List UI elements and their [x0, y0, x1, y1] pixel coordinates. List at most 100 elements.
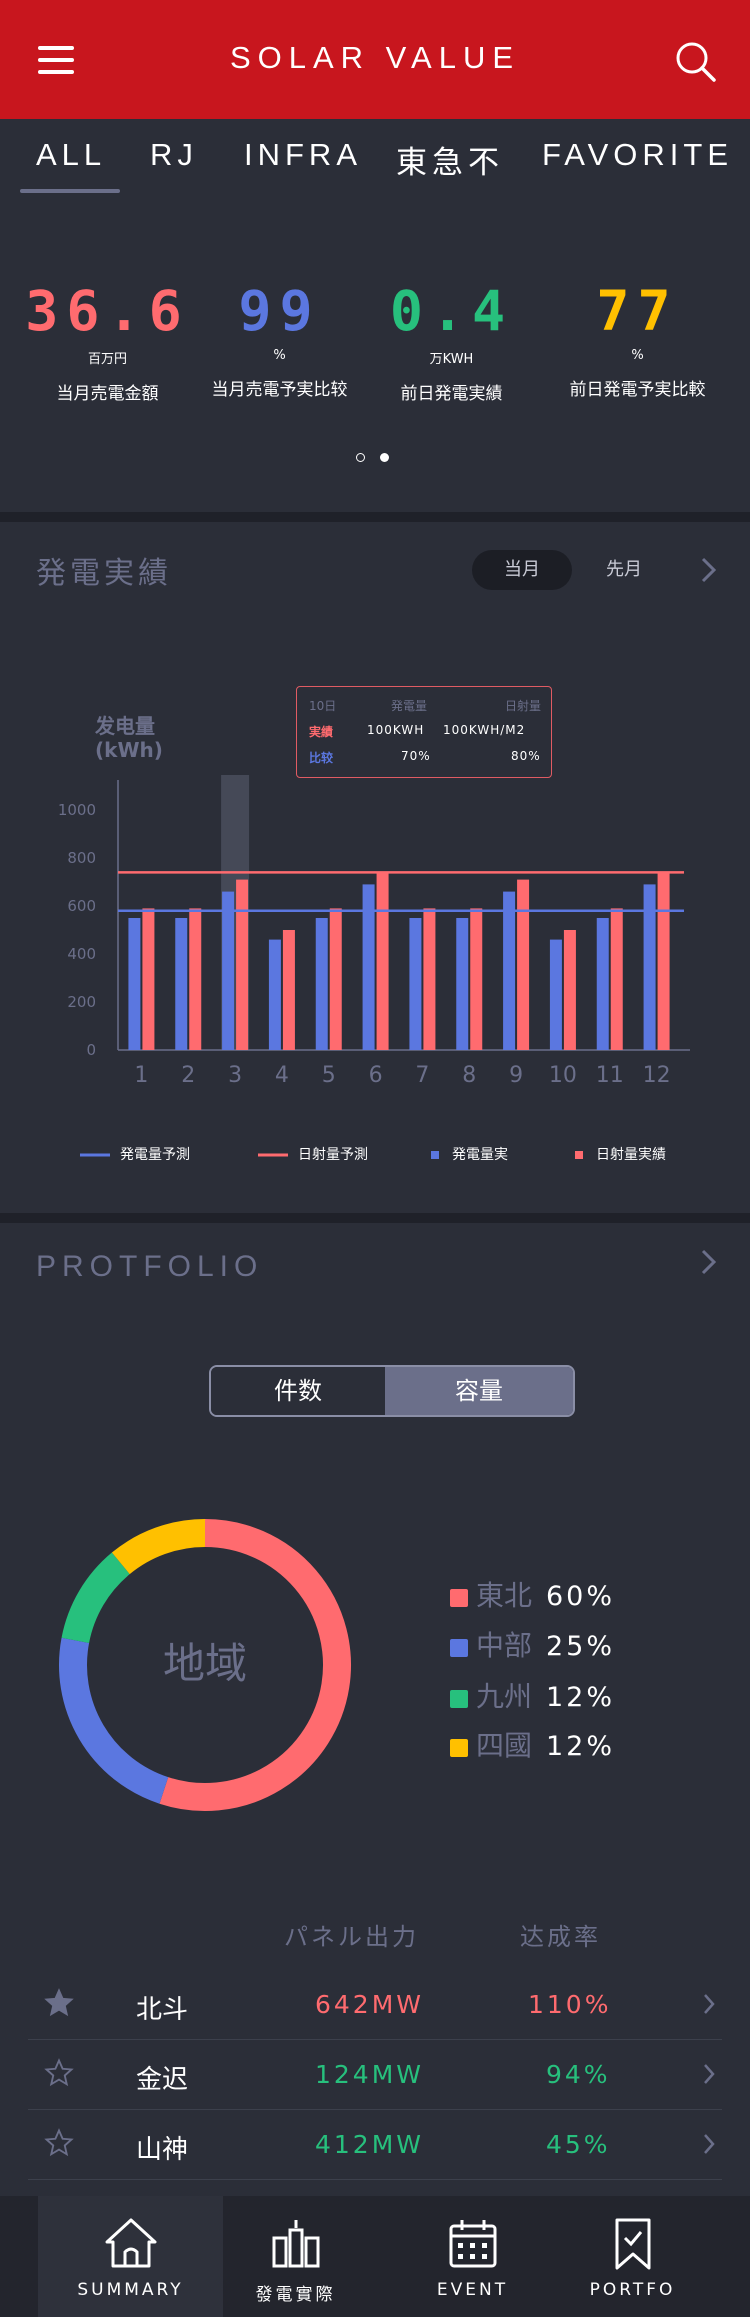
- pager-dot-1[interactable]: [356, 453, 365, 462]
- period-previous-button[interactable]: 先月: [606, 559, 642, 580]
- bar-generation[interactable]: [456, 918, 469, 1050]
- bar-generation[interactable]: [596, 918, 609, 1050]
- table-row[interactable]: 北斗 642MW 110%: [28, 1970, 722, 2040]
- stat-yesterday-ratio[interactable]: 77 % 前日発電予実比較: [550, 280, 725, 400]
- nav-generation[interactable]: 發電實際: [203, 2196, 388, 2317]
- search-icon[interactable]: [674, 40, 718, 84]
- bar-irradiance[interactable]: [517, 879, 530, 1050]
- bar-generation[interactable]: [409, 918, 422, 1050]
- bar-irradiance[interactable]: [189, 908, 202, 1050]
- toggle-count[interactable]: 件数: [211, 1367, 385, 1415]
- y-tick-label: 400: [67, 945, 96, 963]
- bar-generation[interactable]: [128, 918, 141, 1050]
- bar-generation[interactable]: [268, 939, 281, 1050]
- bar-generation[interactable]: [222, 891, 235, 1050]
- donut-slice[interactable]: [159, 1519, 351, 1811]
- legend-irradiance-actual[interactable]: 日射量実績: [574, 1144, 666, 1164]
- hamburger-menu-icon[interactable]: [38, 46, 74, 74]
- nav-portfolio[interactable]: PORTFO: [540, 2196, 725, 2317]
- x-tick-label: 3: [228, 1063, 242, 1088]
- x-tick-label: 1: [134, 1063, 148, 1088]
- bar-irradiance[interactable]: [142, 908, 155, 1050]
- chevron-right-icon[interactable]: [702, 1992, 716, 2020]
- pager-dot-2[interactable]: [380, 453, 389, 462]
- nav-summary[interactable]: SUMMARY: [38, 2196, 223, 2317]
- region-name: 四國: [476, 1729, 533, 1762]
- bar-generation[interactable]: [315, 918, 328, 1050]
- legend-irradiance-forecast[interactable]: 日射量予測: [258, 1144, 368, 1164]
- bar-generation[interactable]: [643, 884, 656, 1050]
- legend-generation-forecast[interactable]: 発電量予測: [80, 1144, 190, 1164]
- region-pct: 60%: [546, 1581, 616, 1612]
- column-header-achievement: 达成率: [520, 1923, 601, 1951]
- nav-event[interactable]: EVENT: [380, 2196, 565, 2317]
- y-tick-label: 200: [67, 993, 96, 1011]
- tab-all[interactable]: ALL: [36, 137, 107, 172]
- region-donut-chart: 地域: [59, 1519, 351, 1811]
- tooltip-col2: 日射量: [505, 699, 542, 713]
- stat-monthly-ratio[interactable]: 99 % 当月売電予実比较: [192, 280, 367, 400]
- bar-generation[interactable]: [175, 918, 188, 1050]
- bar-irradiance[interactable]: [329, 908, 342, 1050]
- achievement-rate: 45%: [546, 2130, 611, 2159]
- chart-ylabel-1: 发电量: [94, 714, 155, 738]
- x-tick-label: 12: [643, 1063, 671, 1088]
- bar-irradiance[interactable]: [236, 879, 249, 1050]
- region-legend-shikoku: 四國 12%: [450, 1724, 615, 1764]
- bar-irradiance[interactable]: [376, 872, 389, 1050]
- legend-generation-actual[interactable]: 発電量実: [430, 1144, 508, 1164]
- legend-square-icon: [575, 1151, 583, 1159]
- chart-ylabel-2: (kWh): [95, 738, 163, 762]
- tooltip-col1: 発電量: [391, 699, 428, 713]
- bar-irradiance[interactable]: [423, 908, 436, 1050]
- chevron-right-icon[interactable]: [702, 2132, 716, 2160]
- portfolio-toggle: 件数 容量: [209, 1365, 575, 1417]
- stat-value: 36.6: [25, 279, 190, 343]
- region-legend-kyushu: 九州 12%: [450, 1675, 615, 1715]
- donut-slice[interactable]: [59, 1637, 169, 1804]
- tab-infra[interactable]: INFRA: [244, 137, 362, 172]
- donut-slice[interactable]: [61, 1552, 131, 1644]
- chevron-right-icon[interactable]: [702, 2062, 716, 2090]
- calendar-icon: [449, 2220, 496, 2268]
- tab-rj[interactable]: RJ: [150, 137, 198, 172]
- period-current-button[interactable]: 当月: [472, 550, 572, 590]
- stat-monthly-sales[interactable]: 36.6 百万円 当月売電金額: [20, 280, 195, 404]
- bar-irradiance[interactable]: [610, 908, 623, 1050]
- bar-irradiance[interactable]: [282, 930, 295, 1050]
- chevron-right-icon[interactable]: [698, 556, 720, 584]
- plant-name: 山神: [136, 2135, 189, 2165]
- stat-label: 当月売電金額: [56, 384, 159, 404]
- region-legend-tohoku: 東北 60%: [450, 1574, 615, 1614]
- favorite-star-outline-icon[interactable]: [44, 2128, 74, 2162]
- tab-tokyu[interactable]: 東急不: [396, 145, 504, 180]
- bar-irradiance[interactable]: [563, 930, 576, 1050]
- bar-generation[interactable]: [503, 891, 516, 1050]
- table-row[interactable]: 金迟 124MW 94%: [28, 2040, 722, 2110]
- tooltip-row1-v1: 100KWH: [367, 723, 425, 737]
- region-pct: 25%: [546, 1631, 616, 1662]
- bar-irradiance[interactable]: [470, 908, 483, 1050]
- bar-generation[interactable]: [549, 939, 562, 1050]
- stat-yesterday-generation[interactable]: 0.4 万KWH 前日発電実績: [364, 280, 539, 404]
- y-tick-label: 1000: [58, 801, 96, 819]
- table-row[interactable]: 山神 412MW 45%: [28, 2110, 722, 2180]
- bar-irradiance[interactable]: [657, 872, 670, 1050]
- donut-slice[interactable]: [111, 1519, 206, 1575]
- bottom-navigation: SUMMARY 發電實際 EVENT PORTFO: [0, 2196, 750, 2317]
- generation-title: 発電実績: [36, 556, 172, 591]
- panel-output: 642MW: [315, 1990, 425, 2019]
- stat-unit: %: [631, 348, 644, 363]
- chevron-right-icon[interactable]: [698, 1248, 720, 1276]
- bar-generation[interactable]: [362, 884, 375, 1050]
- nav-label: 發電實際: [255, 2285, 336, 2305]
- chart-tooltip: 10日 発電量 日射量 実績 100KWH 100KWH/M2 比较 70% 8…: [296, 686, 552, 778]
- toggle-capacity[interactable]: 容量: [385, 1367, 573, 1415]
- favorite-star-icon[interactable]: [44, 1988, 74, 2022]
- legend-swatch: [450, 1689, 468, 1708]
- favorite-star-outline-icon[interactable]: [44, 2058, 74, 2092]
- x-tick-label: 6: [369, 1063, 383, 1088]
- tab-favorite[interactable]: FAVORITE: [542, 137, 734, 172]
- stat-label: 当月売電予実比较: [211, 380, 348, 400]
- tooltip-row2-v2: 80%: [511, 749, 541, 763]
